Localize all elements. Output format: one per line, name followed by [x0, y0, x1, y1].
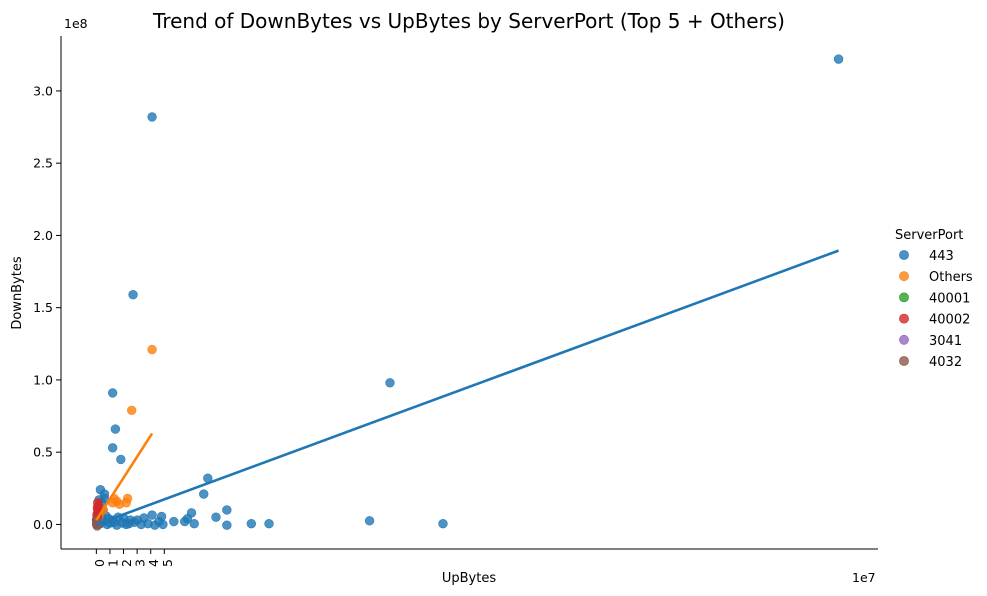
legend-label-others: Others [929, 270, 973, 285]
x-axis-title: UpBytes [442, 571, 496, 586]
legend: ServerPort 443 Others 40001 40002 3041 4032 [895, 228, 973, 370]
data-point [833, 54, 844, 64]
data-point [264, 519, 274, 529]
data-point [199, 489, 209, 499]
y-tick-label: 2.0 [33, 228, 53, 243]
y-axis-title: DownBytes [10, 256, 25, 330]
plot-area [91, 54, 844, 531]
data-point [180, 516, 190, 527]
legend-marker-443 [899, 250, 909, 260]
data-point [128, 289, 138, 300]
regression-line-443 [95, 249, 840, 526]
data-point [147, 510, 157, 520]
x-tick-label: 1 [105, 559, 120, 567]
chart-title: Trend of DownBytes vs UpBytes by ServerP… [152, 9, 785, 33]
data-point [364, 516, 375, 526]
data-point [110, 424, 121, 434]
y-tick-label: 0.0 [33, 517, 53, 532]
legend-label-4032: 4032 [929, 355, 962, 370]
series-443 [92, 54, 844, 530]
y-tick-label: 1.0 [33, 372, 53, 387]
legend-label-3041: 3041 [929, 334, 962, 349]
data-point [438, 519, 448, 529]
y-tick-label: 0.5 [33, 445, 53, 460]
data-point [154, 516, 164, 527]
x-tick-label: 2 [119, 559, 134, 567]
data-point [385, 378, 395, 388]
legend-marker-others [899, 271, 909, 282]
x-offset-label: 1e7 [852, 570, 876, 585]
data-point [107, 388, 118, 398]
y-tick-label: 1.5 [33, 300, 53, 315]
legend-marker-40001 [899, 292, 909, 303]
data-point [107, 443, 118, 453]
data-point [95, 485, 106, 495]
legend-label-40001: 40001 [929, 291, 970, 306]
data-point [147, 344, 157, 355]
legend-marker-3041 [899, 334, 909, 345]
y-tick-label: 2.5 [33, 156, 53, 171]
data-point [211, 512, 221, 522]
legend-label-443: 443 [929, 249, 954, 264]
legend-marker-40002 [899, 313, 909, 324]
x-tick-label: 3 [133, 559, 148, 567]
y-tick-label: 3.0 [33, 83, 53, 98]
data-point [169, 516, 179, 527]
x-tick-label: 0 [92, 559, 107, 567]
legend-label-40002: 40002 [929, 313, 970, 328]
data-point [222, 520, 232, 530]
x-tick-label: 5 [160, 559, 175, 567]
data-point [246, 519, 257, 529]
data-point [222, 505, 232, 515]
regression-line-others [95, 432, 154, 521]
data-point [189, 519, 199, 529]
data-point [124, 519, 134, 529]
x-tick-label: 4 [146, 559, 161, 567]
legend-marker-4032 [899, 356, 909, 366]
data-point [147, 112, 157, 122]
y-offset-label: 1e8 [64, 16, 88, 31]
legend-title: ServerPort [895, 228, 963, 243]
data-point [126, 405, 137, 415]
data-point [116, 454, 126, 465]
